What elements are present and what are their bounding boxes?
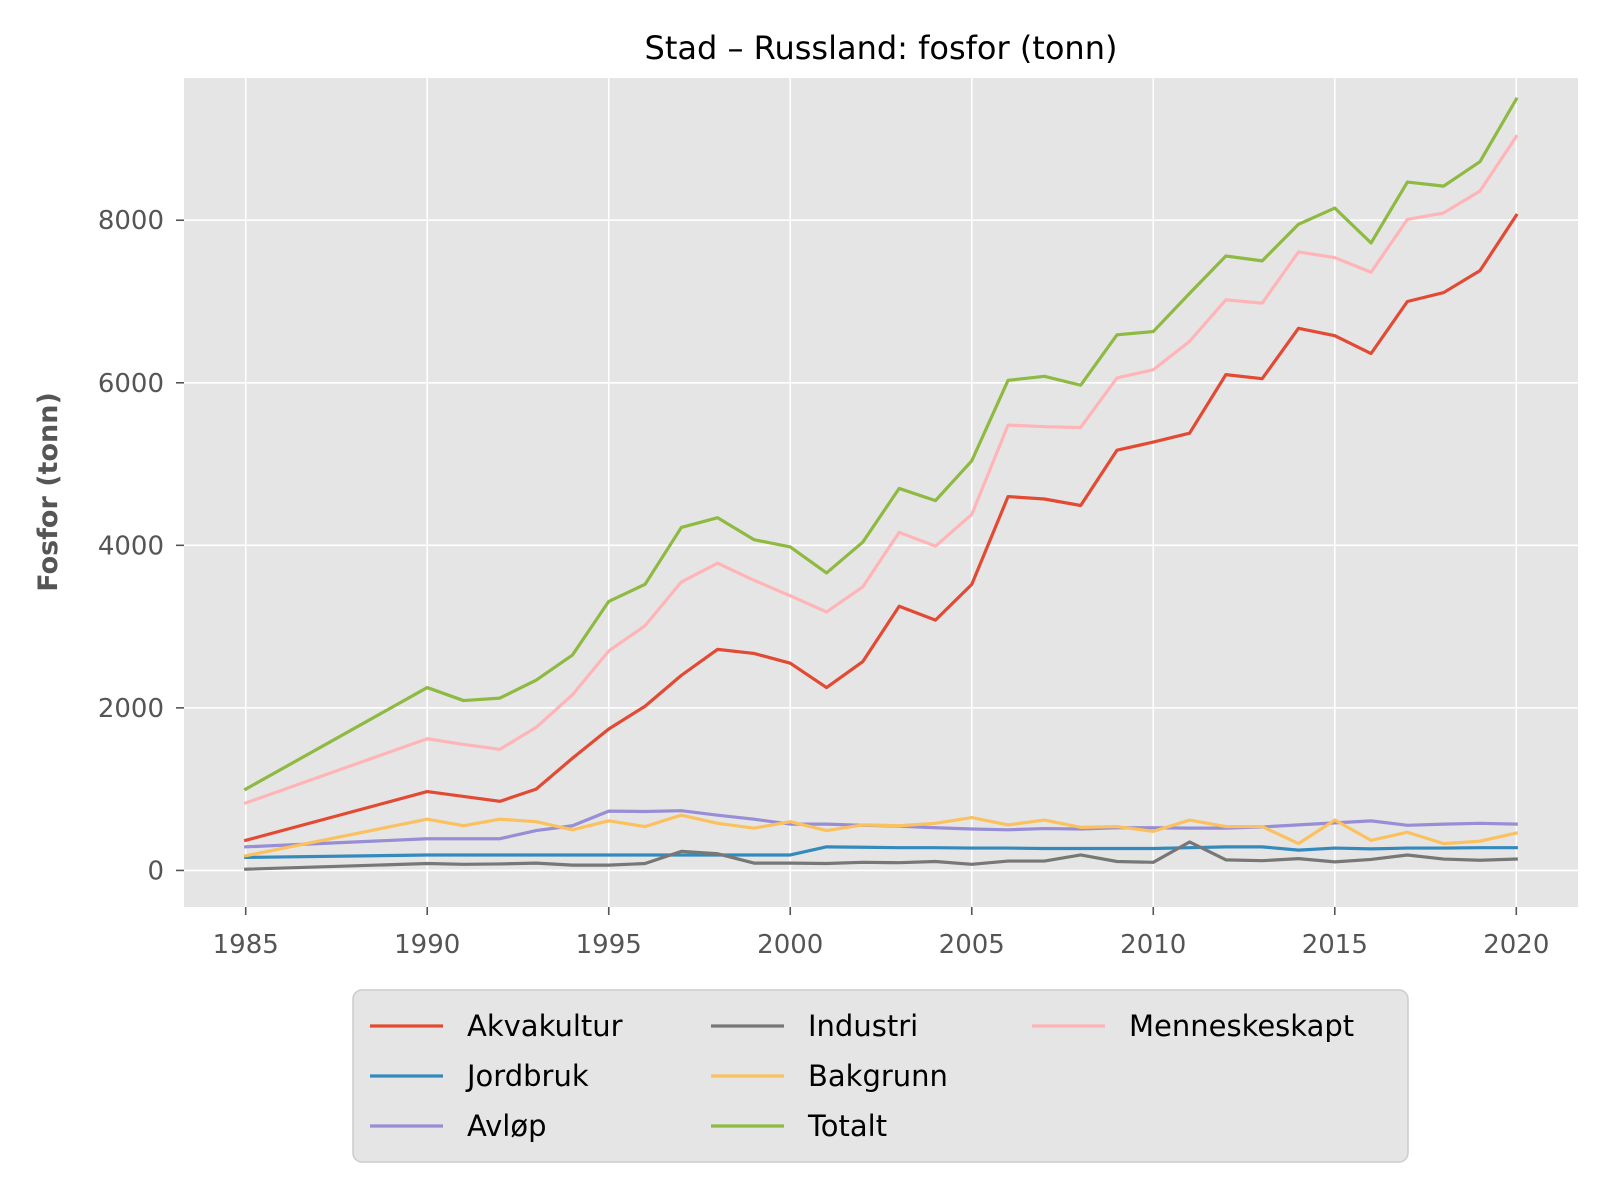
x-tick-label: 1995 <box>576 930 642 960</box>
series-line-industri <box>244 840 1518 871</box>
x-tick-label: 2005 <box>939 930 1005 960</box>
series-line-akvakultur <box>243 213 1519 843</box>
y-axis-label: Fosfor (tonn) <box>33 392 64 592</box>
legend-label: Totalt <box>807 1109 887 1143</box>
series-lines <box>243 96 1519 871</box>
legend-label: Menneskeskapt <box>1129 1009 1354 1043</box>
plot-background <box>184 78 1578 907</box>
legend: Akvakultur Jordbruk Avløp Industri Bakgrunn T… <box>352 989 1409 1163</box>
x-tick-label: 1985 <box>213 930 279 960</box>
y-tick-label: 0 <box>147 856 164 886</box>
x-tick-label: 1990 <box>394 930 460 960</box>
axes: 1985 1990 1995 2000 2005 2010 2015 2020 0 2000 400… <box>98 206 1550 960</box>
series-line-jordbruk <box>244 845 1518 860</box>
series-line-bakgrunn <box>243 813 1519 858</box>
x-tick-label: 2015 <box>1302 930 1368 960</box>
y-tick-label: 4000 <box>98 531 164 561</box>
series-line-totalt <box>243 96 1519 792</box>
x-tick-label: 2000 <box>757 930 823 960</box>
x-tick-label: 2010 <box>1120 930 1186 960</box>
legend-label: Akvakultur <box>467 1009 623 1043</box>
series-line-menneskeskapt <box>243 134 1519 806</box>
x-tick-label: 2020 <box>1483 930 1549 960</box>
legend-label: Jordbruk <box>465 1059 589 1093</box>
legend-box <box>352 989 1409 1163</box>
y-tick-label: 6000 <box>98 369 164 399</box>
chart-title: Stad – Russland: fosfor (tonn) <box>645 29 1118 67</box>
legend-label: Industri <box>808 1009 918 1043</box>
legend-label: Bakgrunn <box>808 1059 948 1093</box>
y-tick-label: 2000 <box>98 694 164 724</box>
y-tick-label: 8000 <box>98 206 164 236</box>
legend-label: Avløp <box>467 1109 547 1143</box>
